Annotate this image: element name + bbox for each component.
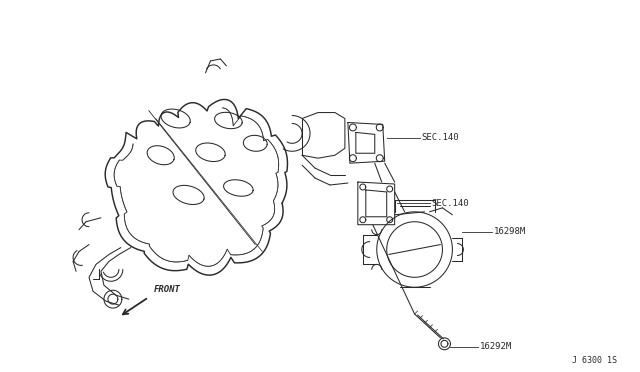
Text: J 6300 1S: J 6300 1S (572, 356, 617, 365)
Text: SEC.140: SEC.140 (431, 199, 469, 208)
Text: FRONT: FRONT (154, 285, 180, 294)
Text: SEC.140: SEC.140 (422, 134, 459, 142)
Text: 16298M: 16298M (494, 227, 527, 236)
Text: 16292M: 16292M (480, 342, 513, 351)
